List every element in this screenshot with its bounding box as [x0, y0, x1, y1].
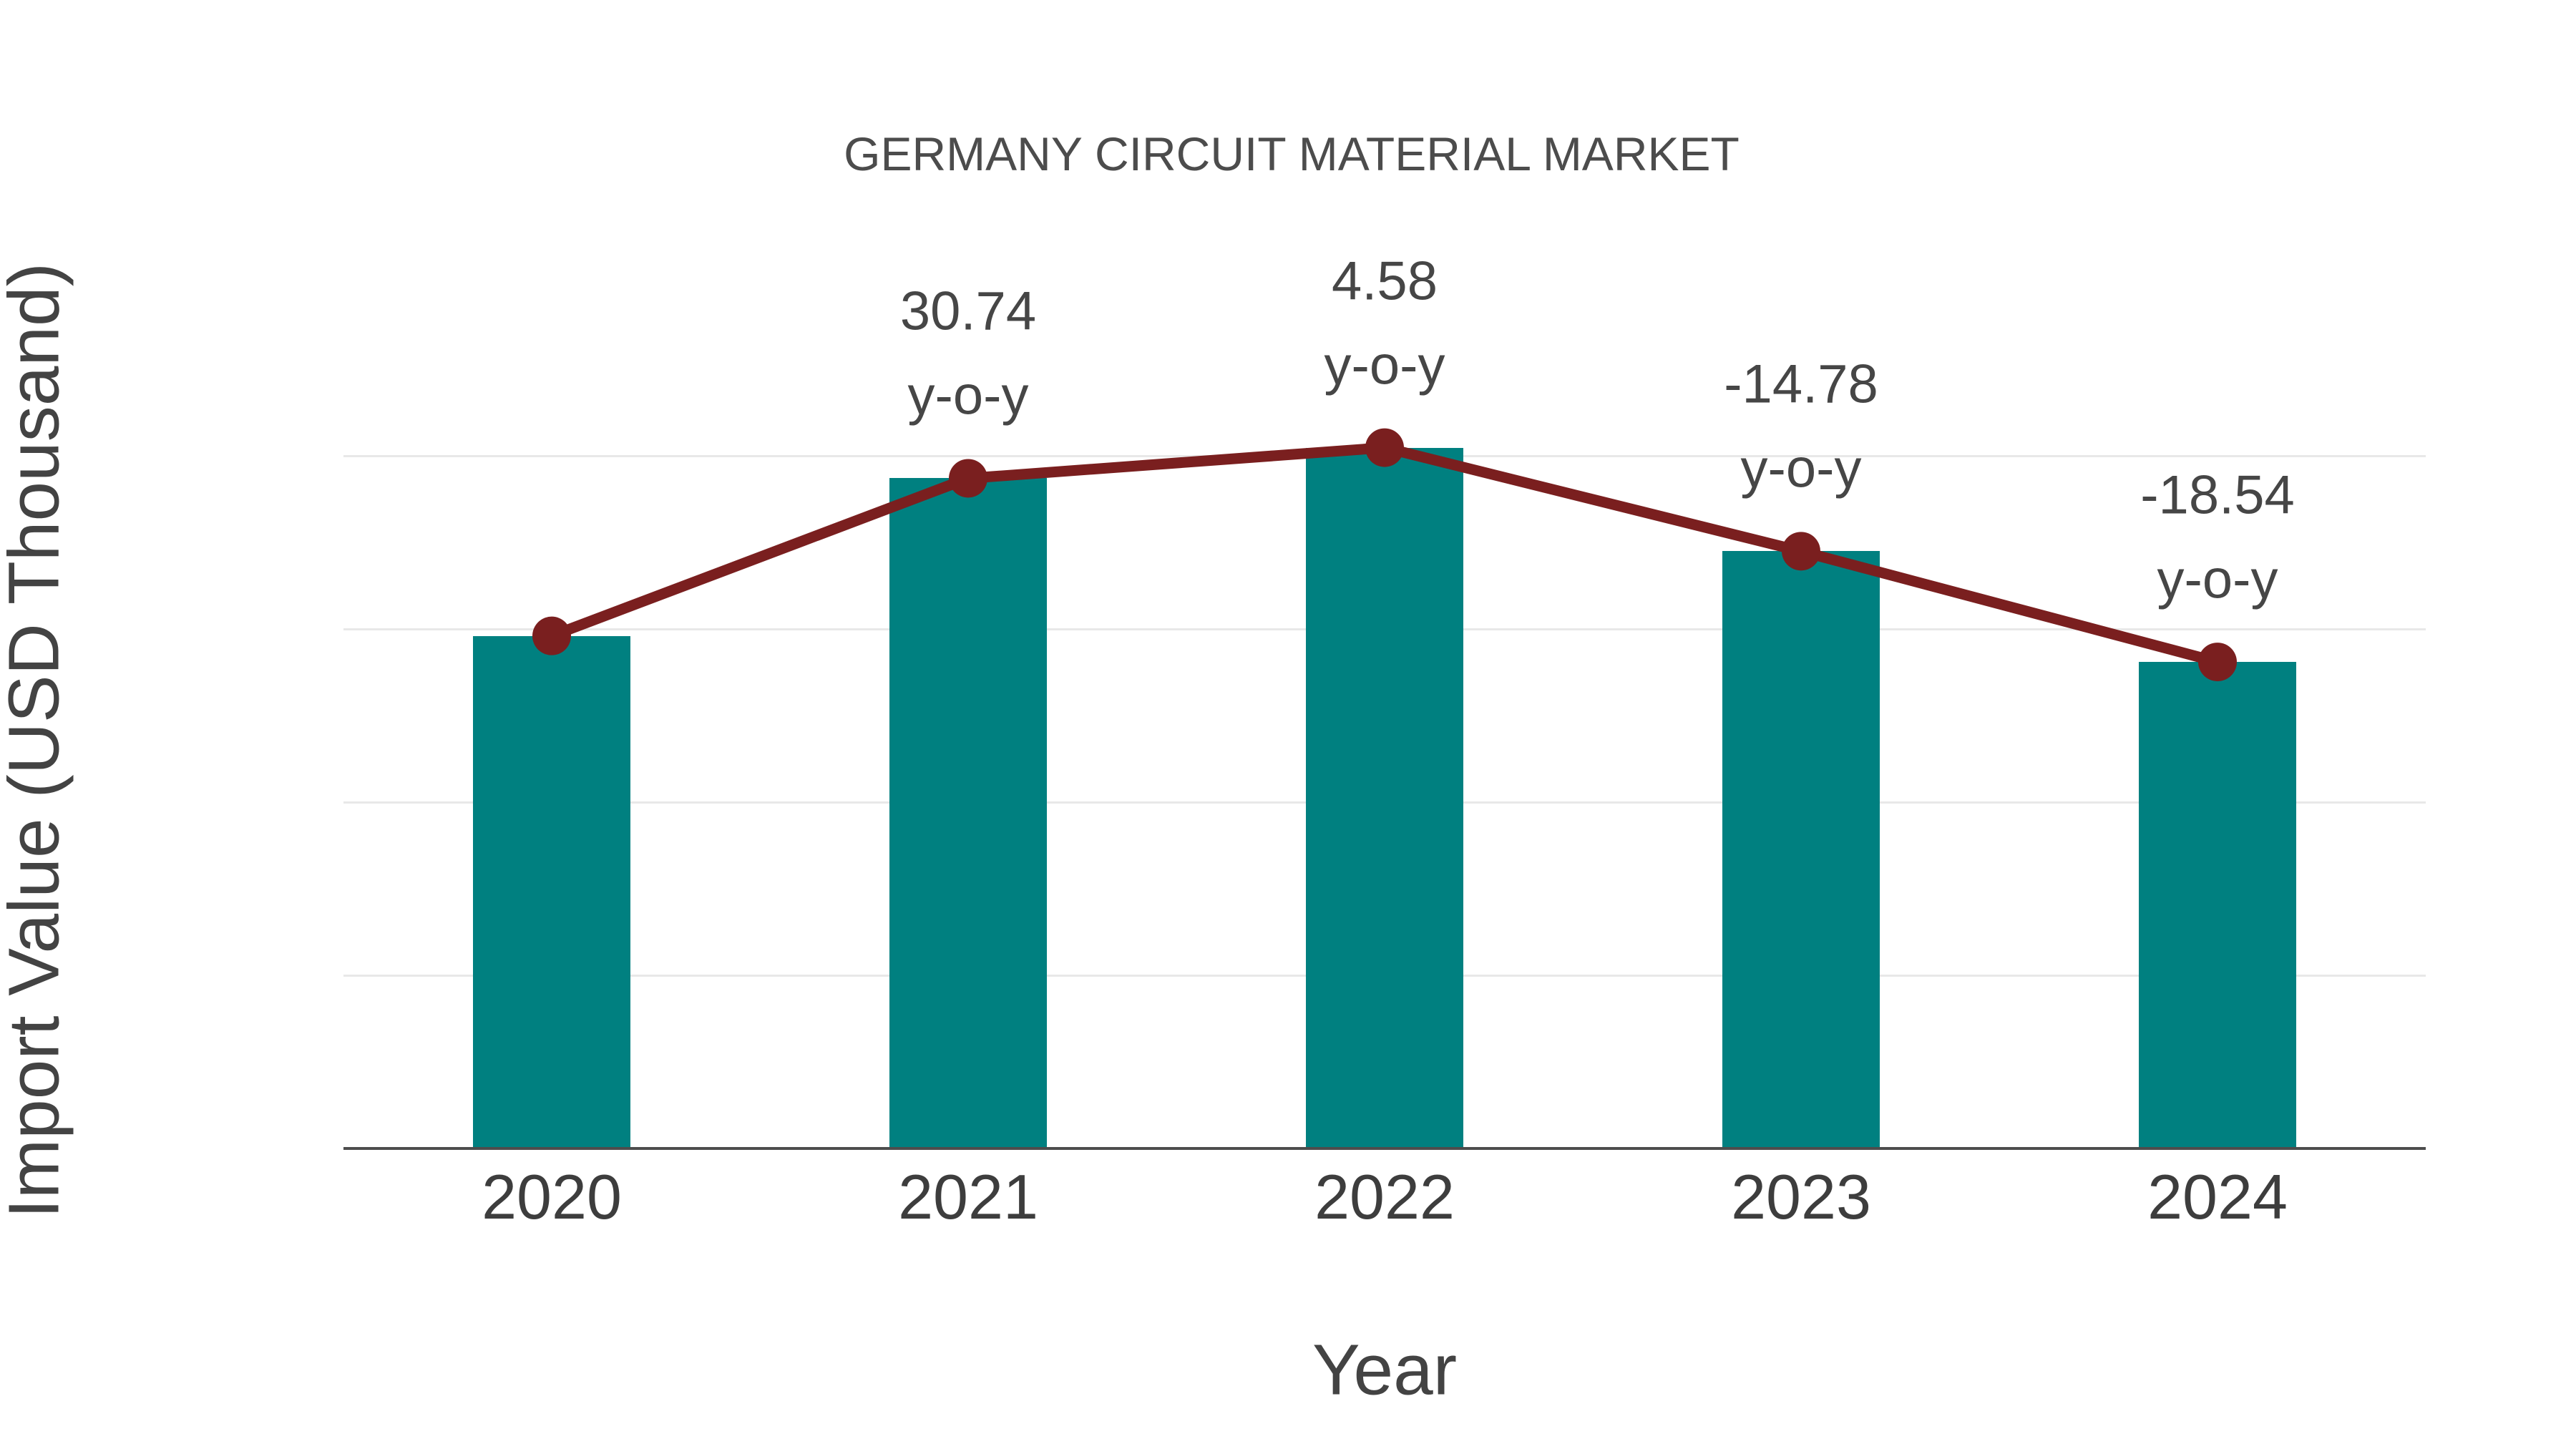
y-axis-title: Import Value (USD Thousand) [0, 263, 74, 1219]
annotation-value: -18.54 [2140, 464, 2295, 526]
annotation-value: -14.78 [1724, 353, 1878, 415]
x-tick-label: 2023 [1731, 1161, 1871, 1232]
data-point-marker [949, 459, 987, 498]
x-axis-title: Year [1312, 1330, 1458, 1410]
annotation-suffix: y-o-y [1740, 438, 1862, 499]
bar [2139, 662, 2296, 1148]
annotation-suffix: y-o-y [907, 365, 1029, 426]
chart-title: GERMANY CIRCUIT MATERIAL MARKET [844, 127, 1740, 180]
annotation-value: 30.74 [899, 280, 1037, 342]
x-tick-label: 2020 [482, 1161, 622, 1232]
annotation-value: 4.58 [1332, 250, 1438, 312]
x-tick-label: 2024 [2147, 1161, 2288, 1232]
data-point-marker [1782, 532, 1820, 571]
data-point-marker [2198, 643, 2237, 682]
x-axis-line [343, 1147, 2426, 1150]
trend-line [550, 442, 2219, 668]
annotation-suffix: y-o-y [2157, 549, 2278, 610]
annotation-suffix: y-o-y [1324, 335, 1445, 396]
x-tick-label: 2021 [898, 1161, 1038, 1232]
bar [1306, 447, 1463, 1148]
data-point-marker [532, 616, 571, 655]
x-tick-label: 2022 [1314, 1161, 1455, 1232]
bar [1722, 551, 1880, 1148]
bar [889, 478, 1047, 1148]
bar [473, 635, 630, 1148]
data-point-marker [1365, 428, 1404, 467]
